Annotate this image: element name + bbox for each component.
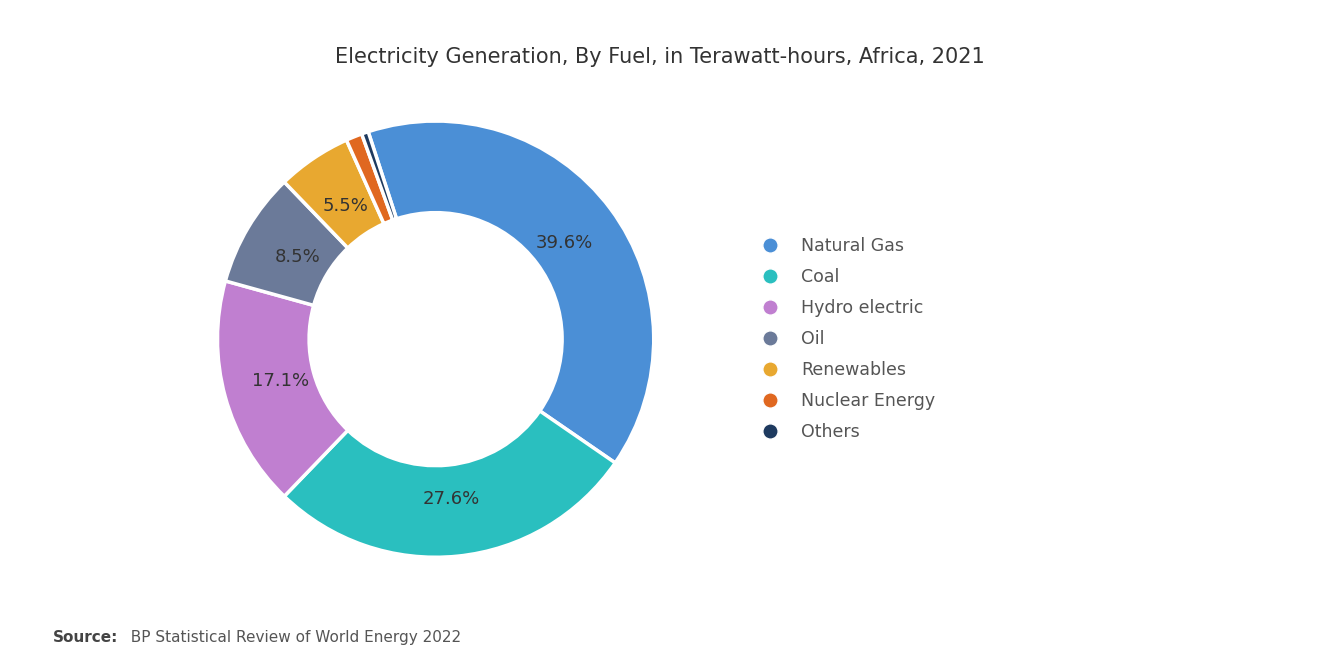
Wedge shape — [362, 132, 396, 220]
Wedge shape — [346, 134, 393, 223]
Text: 5.5%: 5.5% — [323, 198, 368, 215]
Text: 17.1%: 17.1% — [252, 372, 309, 390]
Wedge shape — [284, 411, 615, 557]
Wedge shape — [218, 281, 348, 496]
Wedge shape — [284, 140, 384, 248]
Text: BP Statistical Review of World Energy 2022: BP Statistical Review of World Energy 20… — [121, 630, 462, 645]
Text: 8.5%: 8.5% — [275, 248, 321, 266]
Wedge shape — [226, 182, 348, 305]
Wedge shape — [368, 121, 653, 463]
Text: Source:: Source: — [53, 630, 119, 645]
Legend: Natural Gas, Coal, Hydro electric, Oil, Renewables, Nuclear Energy, Others: Natural Gas, Coal, Hydro electric, Oil, … — [744, 228, 944, 450]
Text: 27.6%: 27.6% — [424, 489, 480, 507]
Text: 39.6%: 39.6% — [536, 234, 593, 252]
Text: Electricity Generation, By Fuel, in Terawatt-hours, Africa, 2021: Electricity Generation, By Fuel, in Tera… — [335, 47, 985, 66]
